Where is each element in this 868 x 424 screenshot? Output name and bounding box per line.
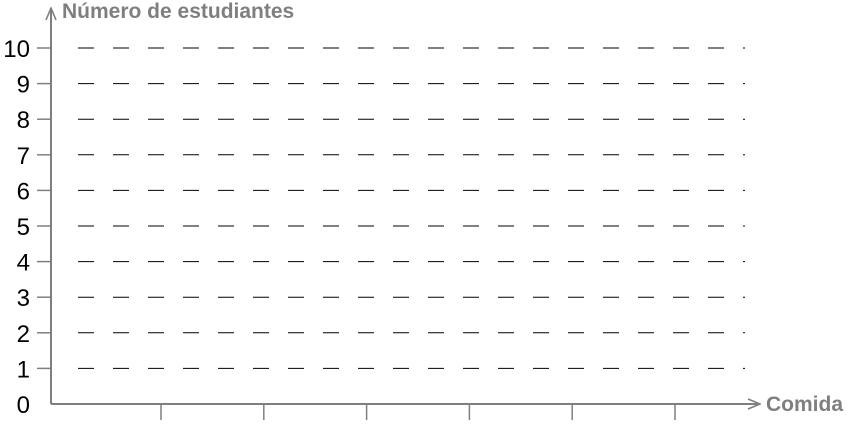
y-tick-label: 3 [17,285,30,312]
y-axis-title: Número de estudiantes [62,0,294,23]
axes [51,8,760,404]
y-tick-label: 5 [17,214,30,241]
y-tick-label: 9 [17,72,30,99]
y-tick-label: 1 [17,356,30,383]
y-tick-label: 2 [17,321,30,348]
y-tick-label: 10 [3,36,30,63]
x-axis-title: Comida [766,393,843,416]
y-tick-label: 8 [17,107,30,134]
y-tick-label: 7 [17,143,30,170]
y-tick-label: 4 [17,250,30,277]
y-tick-label: 0 [17,392,30,419]
gridlines [78,47,745,369]
y-tick-label: 6 [17,178,30,205]
x-ticks [160,404,676,420]
y-ticks: 0 1 2 3 4 5 6 7 8 9 10 [3,36,51,419]
